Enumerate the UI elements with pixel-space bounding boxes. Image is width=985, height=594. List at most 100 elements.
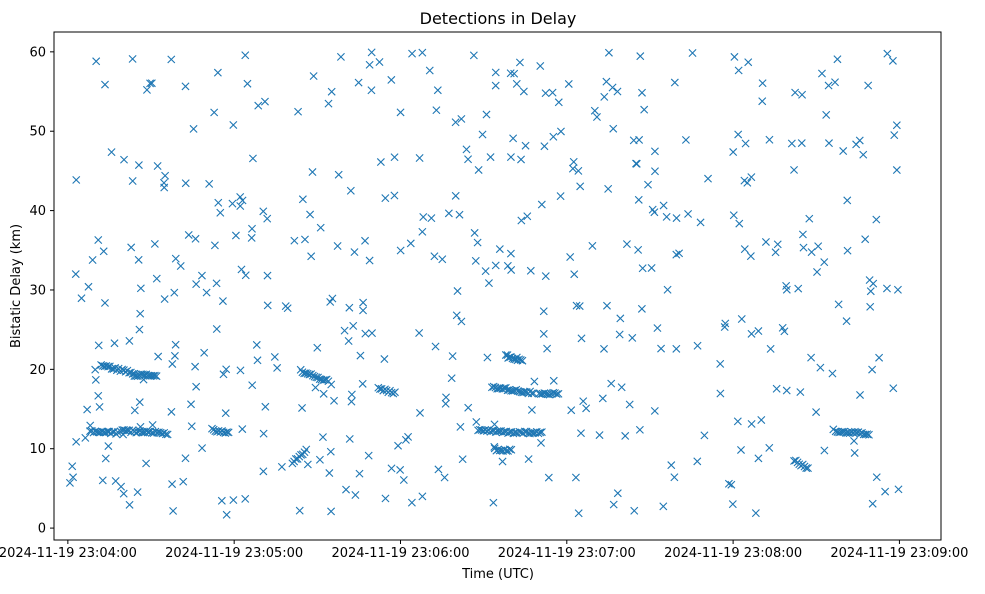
- data-point: [505, 445, 514, 454]
- data-point: [672, 344, 681, 353]
- data-point: [493, 427, 502, 436]
- data-point: [632, 159, 641, 168]
- data-point: [254, 101, 263, 110]
- data-point: [334, 170, 343, 179]
- data-point: [872, 473, 881, 482]
- data-point: [613, 87, 622, 96]
- data-point: [396, 108, 405, 117]
- data-point: [600, 344, 608, 353]
- data-point: [647, 263, 656, 272]
- data-point: [794, 284, 803, 293]
- data-point: [130, 406, 139, 415]
- data-point: [850, 448, 859, 457]
- data-point: [716, 359, 725, 368]
- data-point: [805, 214, 814, 223]
- data-point: [621, 431, 630, 440]
- data-point: [798, 230, 807, 239]
- data-point: [888, 56, 897, 65]
- data-point: [315, 455, 324, 464]
- data-point: [259, 207, 268, 216]
- data-point: [506, 69, 515, 78]
- data-point: [883, 49, 892, 58]
- data-point: [507, 265, 516, 274]
- data-point: [136, 309, 145, 318]
- data-point: [588, 241, 597, 250]
- data-point: [510, 69, 519, 78]
- data-point: [635, 425, 644, 434]
- data-point: [354, 78, 363, 87]
- data-point: [101, 454, 110, 463]
- data-point: [771, 248, 780, 257]
- data-point: [120, 155, 129, 164]
- data-point: [432, 106, 441, 115]
- data-point: [302, 445, 311, 454]
- data-point: [163, 430, 172, 439]
- data-point: [238, 425, 247, 434]
- data-point: [324, 377, 333, 386]
- data-point: [418, 492, 427, 501]
- data-point: [176, 262, 185, 270]
- data-point: [187, 400, 196, 409]
- data-point: [729, 148, 738, 157]
- data-point: [637, 304, 646, 313]
- data-point: [236, 201, 245, 210]
- data-point: [237, 265, 246, 274]
- data-point: [430, 252, 439, 261]
- data-point: [181, 454, 190, 463]
- data-point: [327, 87, 336, 96]
- data-point: [517, 216, 526, 225]
- data-point: [567, 406, 576, 415]
- data-point: [481, 267, 490, 276]
- data-point: [758, 79, 767, 88]
- data-point: [681, 135, 690, 144]
- data-point: [820, 258, 829, 267]
- data-point: [365, 60, 374, 69]
- data-point: [728, 500, 737, 509]
- data-point: [842, 317, 851, 326]
- data-point: [516, 356, 525, 365]
- data-point: [72, 175, 81, 184]
- data-point: [881, 487, 890, 496]
- data-point: [248, 381, 257, 390]
- data-point: [441, 399, 450, 408]
- data-point: [396, 246, 405, 255]
- data-point: [187, 422, 196, 431]
- data-point: [387, 75, 396, 84]
- data-point: [824, 139, 833, 148]
- data-point: [415, 329, 424, 338]
- data-point: [136, 284, 145, 293]
- data-point: [743, 178, 752, 187]
- data-point: [507, 445, 516, 454]
- data-point: [489, 382, 498, 391]
- data-point: [537, 438, 546, 447]
- data-point: [630, 506, 639, 515]
- data-point: [350, 248, 359, 257]
- data-point: [425, 66, 434, 75]
- data-point: [270, 352, 279, 361]
- data-point: [735, 219, 744, 228]
- data-point: [221, 409, 230, 418]
- data-point: [192, 280, 201, 289]
- data-point: [579, 397, 588, 406]
- data-point: [820, 446, 829, 455]
- data-point: [390, 388, 399, 397]
- data-point: [515, 58, 524, 67]
- data-point: [824, 81, 833, 90]
- data-point: [554, 389, 563, 398]
- data-point: [452, 311, 461, 320]
- data-point: [71, 270, 80, 279]
- data-point: [796, 388, 805, 397]
- data-point: [150, 371, 159, 380]
- data-point: [327, 507, 336, 516]
- data-point: [324, 99, 333, 108]
- data-point: [260, 97, 269, 106]
- data-point: [216, 208, 225, 217]
- data-point: [283, 304, 292, 313]
- data-point: [380, 355, 389, 364]
- data-points: [65, 48, 903, 519]
- data-point: [192, 382, 201, 391]
- data-point: [154, 352, 163, 361]
- data-point: [861, 235, 870, 244]
- data-point: [77, 294, 86, 303]
- data-point: [303, 369, 312, 378]
